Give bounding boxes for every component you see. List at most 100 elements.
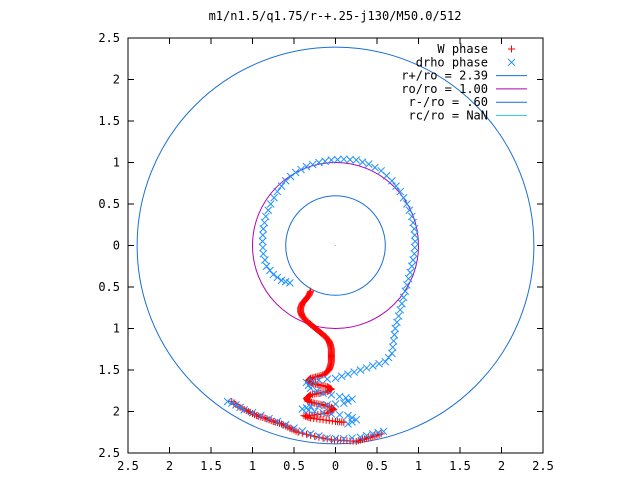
series-1-point-61 <box>323 434 332 442</box>
y-tick-label-9: 2 <box>113 405 120 419</box>
x-tick-label-5: 0 <box>332 459 339 473</box>
legend-label-3: ro/ro = 1.00 <box>401 82 488 96</box>
series-1-point-44-fill-1 <box>344 397 352 405</box>
series-1-point-31-fill-1 <box>390 330 399 339</box>
y-tick-label-6: 0.5 <box>98 280 120 294</box>
x-tick-label-6: 0.5 <box>366 459 388 473</box>
series-0-point-53-fill-3 <box>323 435 331 443</box>
series-1-point-50 <box>327 410 336 418</box>
legend-label-5: rc/ro = NaN <box>409 109 488 123</box>
series-1-point-44 <box>348 395 356 403</box>
series-1-point-58 <box>273 417 282 426</box>
series-1-point-20 <box>396 187 405 196</box>
x-tick-label-10: 2.5 <box>532 459 554 473</box>
series-1-point-35 <box>368 361 377 370</box>
series-1-point-46-fill-1 <box>315 401 323 410</box>
legend-sample-1 <box>507 58 516 67</box>
series-1-point-21-fill-1 <box>405 206 414 215</box>
series-1-point-19-fill-1 <box>392 182 400 191</box>
series-1-point-32 <box>389 337 398 345</box>
series-1-point-33 <box>388 349 396 358</box>
series-1-point-3 <box>262 262 271 271</box>
series-1-point-52 <box>352 415 361 424</box>
series-1-point-30-fill-1 <box>393 318 401 327</box>
series-1-point-49 <box>310 407 319 416</box>
series-1-point-16-fill-1 <box>358 158 367 166</box>
series-1-point-1 <box>277 276 286 285</box>
series-1-point-34-fill-1 <box>375 359 383 368</box>
series-1-point-65 <box>379 427 388 436</box>
series-0-point-36-fill-3 <box>325 408 333 416</box>
series-1-point-0 <box>285 278 294 287</box>
series-1-point-36 <box>356 366 365 374</box>
series-1-point-8-fill-1 <box>270 193 278 202</box>
series-1-point-5-fill-1 <box>259 231 267 239</box>
series-1-point-13 <box>315 158 323 167</box>
series-1-point-25-fill-1 <box>409 256 417 264</box>
series-1-point-51 <box>344 411 352 420</box>
legend-label-1: drho phase <box>416 55 488 69</box>
series-1-point-32-fill-1 <box>388 343 397 352</box>
series-1-point-11 <box>291 168 300 177</box>
series-1-point-43 <box>335 392 344 401</box>
series-1-point-27-fill-1 <box>403 281 411 289</box>
series-1-point-43-fill-1 <box>342 393 350 402</box>
series-1-point-5 <box>258 237 267 246</box>
series-1-point-52-fill-1 <box>348 418 356 426</box>
y-tick-label-5: 0 <box>113 239 120 253</box>
series-1-point-35-fill-1 <box>362 364 371 372</box>
series-1-point-62 <box>339 435 348 443</box>
series-1-point-60 <box>306 430 315 438</box>
series-1-point-10 <box>281 176 290 185</box>
series-1-point-42 <box>319 389 327 398</box>
y-tick-label-3: 1 <box>113 156 120 170</box>
x-tick-label-4: 0.5 <box>283 459 305 473</box>
series-1-point-10-fill-1 <box>286 172 295 181</box>
x-tick-label-3: 1 <box>249 459 256 473</box>
series-1-point-29 <box>398 299 406 308</box>
series-0 <box>228 287 385 445</box>
series-1-point-27 <box>404 274 413 283</box>
series-1-point-14-fill-1 <box>333 155 342 164</box>
x-tick-label-7: 1 <box>415 459 422 473</box>
series-1-point-29-fill-1 <box>396 305 405 314</box>
series-1-point-37 <box>344 370 352 379</box>
series-1-point-21 <box>403 200 411 208</box>
series-1-point-7-fill-1 <box>264 206 273 215</box>
series-1-point-45 <box>339 399 348 408</box>
legend-label-2: r+/ro = 2.39 <box>401 69 488 83</box>
series-1 <box>223 155 420 443</box>
series-1-point-53 <box>344 420 352 428</box>
series-1-point-55-fill-1 <box>236 403 244 412</box>
points-layer <box>223 155 420 445</box>
series-0-point-39-fill-2 <box>303 413 311 421</box>
series-1-point-57-fill-1 <box>265 414 273 423</box>
circle-2 <box>285 195 386 296</box>
series-1-point-26-fill-1 <box>406 268 415 277</box>
series-1-point-22 <box>408 212 416 221</box>
series-1-point-23 <box>410 225 419 233</box>
series-1-point-19 <box>388 176 396 185</box>
series-1-point-31 <box>391 324 400 333</box>
y-tick-label-1: 2 <box>113 73 120 87</box>
x-tick-label-9: 2 <box>498 459 505 473</box>
legend-label-4: r-/ro = .60 <box>409 95 488 109</box>
series-1-point-3-fill-1 <box>261 256 269 264</box>
series-1-point-9-fill-1 <box>277 182 286 191</box>
series-1-point-41-fill-1 <box>312 386 321 395</box>
series-1-point-63 <box>356 433 365 442</box>
series-1-point-2-fill-1 <box>266 266 274 275</box>
series-1-point-13-fill-1 <box>321 157 329 166</box>
series-1-point-8 <box>266 200 275 208</box>
series-1-point-20-fill-1 <box>399 193 408 202</box>
legend-label-0: W phase <box>437 42 488 56</box>
series-1-point-12 <box>302 162 311 171</box>
series-1-point-62-fill-1 <box>348 434 356 442</box>
series-1-point-17-fill-1 <box>371 163 379 172</box>
series-1-point-38 <box>331 374 340 383</box>
series-1-point-6 <box>259 225 268 233</box>
series-1-point-34 <box>381 357 390 366</box>
series-1-point-23-fill-1 <box>410 231 419 239</box>
series-1-point-37-fill-1 <box>337 372 346 381</box>
